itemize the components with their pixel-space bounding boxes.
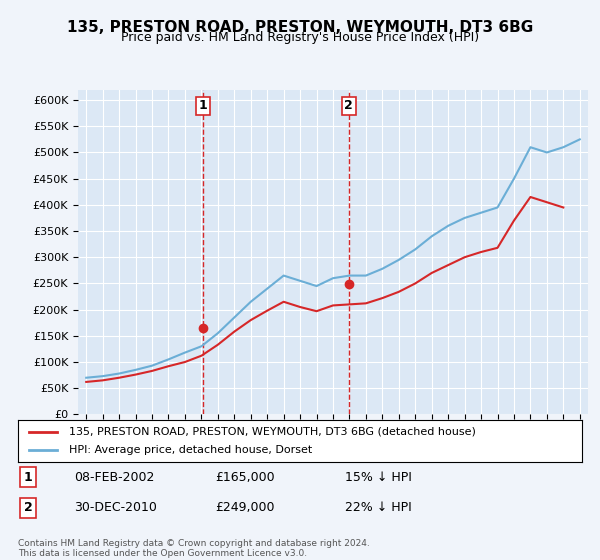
Text: Contains HM Land Registry data © Crown copyright and database right 2024.
This d: Contains HM Land Registry data © Crown c… <box>18 539 370 558</box>
Text: 22% ↓ HPI: 22% ↓ HPI <box>345 501 412 515</box>
Text: 1: 1 <box>199 99 208 113</box>
Text: 2: 2 <box>344 99 353 113</box>
Text: 135, PRESTON ROAD, PRESTON, WEYMOUTH, DT3 6BG (detached house): 135, PRESTON ROAD, PRESTON, WEYMOUTH, DT… <box>69 427 476 437</box>
Text: £249,000: £249,000 <box>215 501 275 515</box>
Text: Price paid vs. HM Land Registry's House Price Index (HPI): Price paid vs. HM Land Registry's House … <box>121 31 479 44</box>
Text: 30-DEC-2010: 30-DEC-2010 <box>74 501 157 515</box>
Text: 2: 2 <box>23 501 32 515</box>
Text: 15% ↓ HPI: 15% ↓ HPI <box>345 470 412 484</box>
Text: 08-FEB-2002: 08-FEB-2002 <box>74 470 155 484</box>
Text: 1: 1 <box>23 470 32 484</box>
Text: 135, PRESTON ROAD, PRESTON, WEYMOUTH, DT3 6BG: 135, PRESTON ROAD, PRESTON, WEYMOUTH, DT… <box>67 20 533 35</box>
Text: HPI: Average price, detached house, Dorset: HPI: Average price, detached house, Dors… <box>69 445 312 455</box>
Text: £165,000: £165,000 <box>215 470 275 484</box>
